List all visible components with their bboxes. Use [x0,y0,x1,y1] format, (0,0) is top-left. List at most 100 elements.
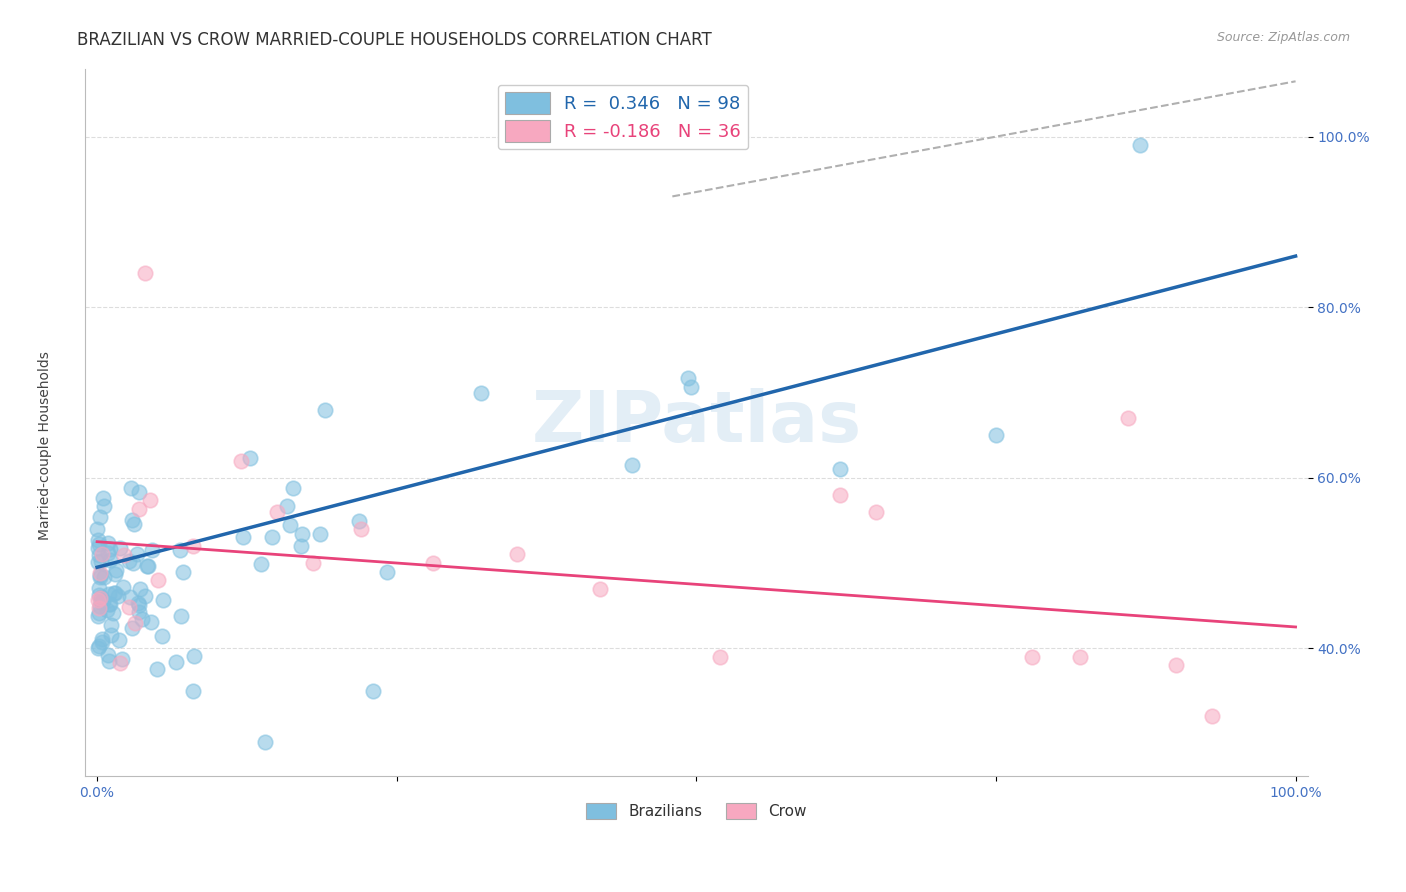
Point [121,513,143,527]
Point [97,648,120,662]
Point [152,592,174,607]
Point [136,559,159,574]
Point [589,582,612,596]
Point [100,553,122,567]
Point [1129,138,1152,153]
Point [1164,658,1187,673]
Point [128,582,150,596]
Point [290,539,312,553]
Point [96,603,118,617]
Point [87,588,110,602]
Point [91,635,114,649]
Point [1069,649,1091,664]
Point [375,565,398,579]
Point [128,605,150,619]
Point [505,548,527,562]
Point [361,684,384,698]
Point [87,593,110,607]
Point [283,481,305,495]
Point [97,535,120,549]
Point [128,502,150,516]
Point [150,629,173,643]
Point [91,594,114,608]
Point [93,499,115,513]
Point [145,662,167,676]
Point [104,566,127,581]
Point [90,594,112,608]
Point [350,522,373,536]
Point [262,530,284,544]
Point [121,621,143,635]
Point [984,428,1007,442]
Point [181,539,204,553]
Point [87,533,110,548]
Point [89,510,111,524]
Point [108,632,131,647]
Point [128,485,150,500]
Point [93,570,115,584]
Point [127,547,149,561]
Text: Married-couple Households: Married-couple Households [38,351,52,541]
Point [97,597,120,611]
Point [91,547,114,561]
Point [89,591,111,605]
Point [291,527,314,541]
Point [865,505,887,519]
Point [89,569,111,583]
Point [112,580,135,594]
Point [86,556,108,570]
Point [148,574,170,588]
Point [170,608,193,623]
Point [676,370,699,384]
Point [1021,649,1043,664]
Point [86,522,108,536]
Point [105,564,128,578]
Point [830,488,852,502]
Point [183,648,205,663]
Point [124,616,146,631]
Point [100,617,122,632]
Point [830,462,852,476]
Point [97,546,120,560]
Point [134,266,156,280]
Point [103,606,125,620]
Point [709,649,731,664]
Point [89,599,111,614]
Point [103,586,125,600]
Point [108,656,131,670]
Legend: Brazilians, Crow: Brazilians, Crow [579,797,813,825]
Point [107,590,129,604]
Point [91,491,114,505]
Point [87,581,110,595]
Point [349,514,371,528]
Point [122,557,145,571]
Point [122,517,145,532]
Text: ZIPatlas: ZIPatlas [531,388,862,457]
Text: BRAZILIAN VS CROW MARRIED-COUPLE HOUSEHOLDS CORRELATION CHART: BRAZILIAN VS CROW MARRIED-COUPLE HOUSEHO… [77,31,711,49]
Point [139,492,162,507]
Point [89,566,111,580]
Point [301,556,323,570]
Point [679,380,702,394]
Point [276,499,298,513]
Point [90,554,112,568]
Point [232,530,254,544]
Point [1201,709,1223,723]
Point [87,537,110,551]
Point [112,548,135,562]
Point [266,505,288,519]
Point [111,652,134,666]
Point [89,601,111,615]
Point [278,518,301,533]
Point [1116,411,1139,425]
Point [90,591,112,605]
Point [91,595,114,609]
Point [131,612,153,626]
Point [91,632,114,647]
Point [128,599,150,613]
Point [309,526,332,541]
Point [87,639,110,653]
Point [253,735,276,749]
Point [98,587,121,601]
Point [136,558,159,573]
